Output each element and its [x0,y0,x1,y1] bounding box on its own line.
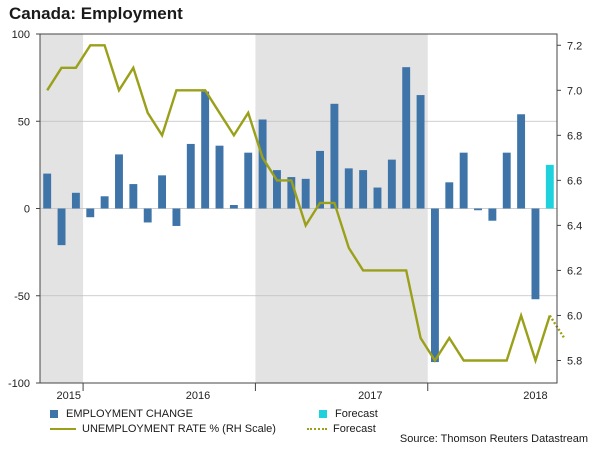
forecast-bar [545,164,554,209]
right-axis-tick-label: 5.8 [567,355,582,367]
bar [158,175,167,209]
left-axis-tick-label: -50 [14,291,30,303]
bar [517,114,526,209]
bar [100,196,109,209]
legend-bar-forecast-label: Forecast [335,408,378,420]
bar [445,182,454,209]
bar [229,205,238,209]
legend-line-swatch [50,428,76,430]
bar [172,208,181,226]
bar [416,95,425,209]
bar [186,143,195,209]
legend-line-forecast: Forecast [307,423,376,435]
legend-employment-change-label: EMPLOYMENT CHANGE [66,408,193,420]
legend-bar-forecast: Forecast [319,408,378,420]
left-axis-tick-label: 0 [24,204,30,216]
left-axis-tick-label: 100 [12,29,30,41]
bar [430,208,439,363]
bar [115,154,123,209]
legend-unemployment-rate: UNEMPLOYMENT RATE % (RH Scale) [50,423,276,435]
right-axis-tick-label: 6.6 [567,175,582,187]
legend-forecast-bar-swatch [319,410,327,418]
right-axis-tick-label: 6.8 [567,130,582,142]
right-axis-tick-label: 7.0 [567,85,582,97]
bar [143,208,152,223]
bar [215,145,224,209]
bar [201,91,210,209]
legend-unemployment-rate-label: UNEMPLOYMENT RATE % (RH Scale) [82,423,276,435]
bar [57,208,66,246]
right-axis-tick-label: 6.0 [567,310,582,322]
bar [359,170,368,209]
bar [301,178,310,209]
bar [129,184,138,209]
left-axis-tick-label: -100 [8,378,30,390]
x-axis-year-label: 2017 [358,390,382,402]
bar [43,173,52,209]
legend-line-forecast-label: Forecast [333,423,376,435]
right-axis-tick-label: 7.2 [567,40,582,52]
bar [474,208,482,211]
bar [402,67,411,209]
bar [86,208,95,218]
bar [330,103,339,209]
bar [344,168,353,209]
bar [531,208,540,300]
x-axis-year-label: 2016 [186,390,210,402]
bar [387,159,396,209]
x-axis-year-label: 2018 [523,390,547,402]
legend-bar-swatch [50,410,58,418]
bar [502,152,511,209]
legend-employment-change: EMPLOYMENT CHANGE [50,408,193,420]
right-axis-tick-label: 6.2 [567,265,582,277]
chart-title: Canada: Employment [9,4,183,23]
bar [488,208,497,221]
bar [373,187,382,209]
bar [244,152,253,209]
bar [273,170,281,209]
bar [71,192,80,209]
source-note: Source: Thomson Reuters Datastream [399,433,588,445]
left-axis-tick-label: 50 [18,116,30,128]
bar [258,119,267,209]
bar [459,152,468,209]
bar [316,150,324,209]
bar [287,177,296,209]
legend-dotted-line-swatch [307,428,327,430]
right-axis-tick-label: 6.4 [567,220,582,232]
unemployment-rate-line [46,44,551,365]
x-axis-year-label: 2015 [56,390,80,402]
